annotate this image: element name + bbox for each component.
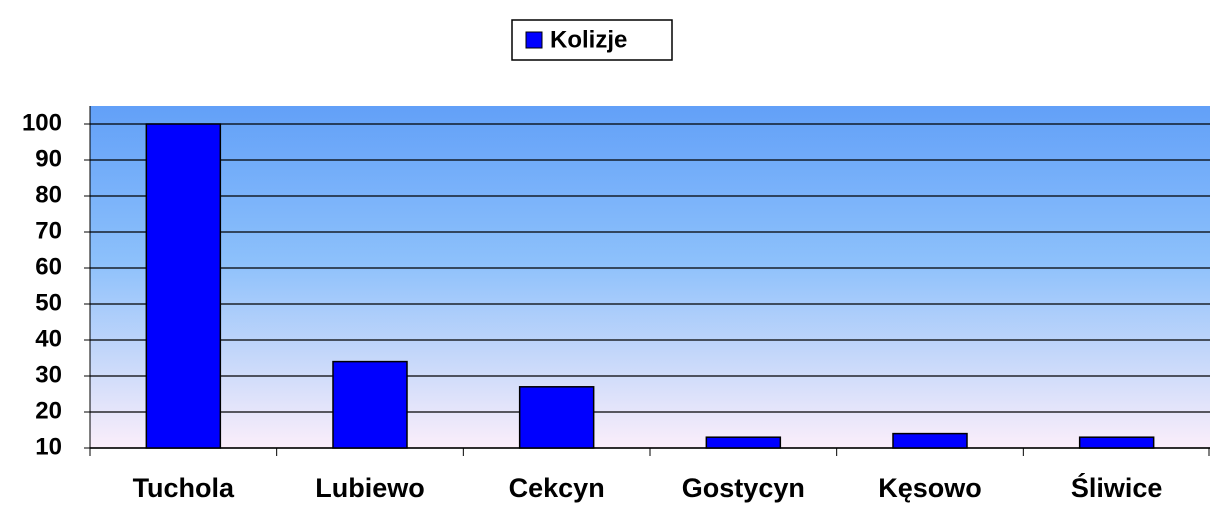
x-tick-label: Cekcyn bbox=[509, 473, 605, 503]
legend-label: Kolizje bbox=[550, 26, 627, 53]
x-tick-label: Tuchola bbox=[133, 473, 235, 503]
y-tick-label: 90 bbox=[35, 145, 62, 172]
bar bbox=[1078, 436, 1155, 449]
bar bbox=[705, 436, 782, 449]
y-tick-label: 80 bbox=[35, 181, 62, 208]
y-tick-label: 60 bbox=[35, 253, 62, 280]
x-tick-label: Lubiewo bbox=[315, 473, 425, 503]
y-tick-label: 40 bbox=[35, 325, 62, 352]
plot-area bbox=[90, 106, 1210, 448]
bar bbox=[145, 123, 222, 449]
y-tick-label: 100 bbox=[22, 109, 62, 136]
y-tick-label: 10 bbox=[35, 433, 62, 460]
y-tick-label: 30 bbox=[35, 361, 62, 388]
y-tick-label: 50 bbox=[35, 289, 62, 316]
bar bbox=[892, 432, 968, 449]
bar bbox=[518, 386, 595, 449]
bar bbox=[332, 360, 408, 449]
x-tick-label: Kęsowo bbox=[878, 473, 982, 503]
y-tick-label: 20 bbox=[35, 397, 62, 424]
y-tick-label: 70 bbox=[35, 217, 62, 244]
x-tick-label: Gostycyn bbox=[682, 473, 805, 503]
x-tick-label: Śliwice bbox=[1071, 472, 1163, 503]
legend-swatch bbox=[525, 31, 543, 49]
